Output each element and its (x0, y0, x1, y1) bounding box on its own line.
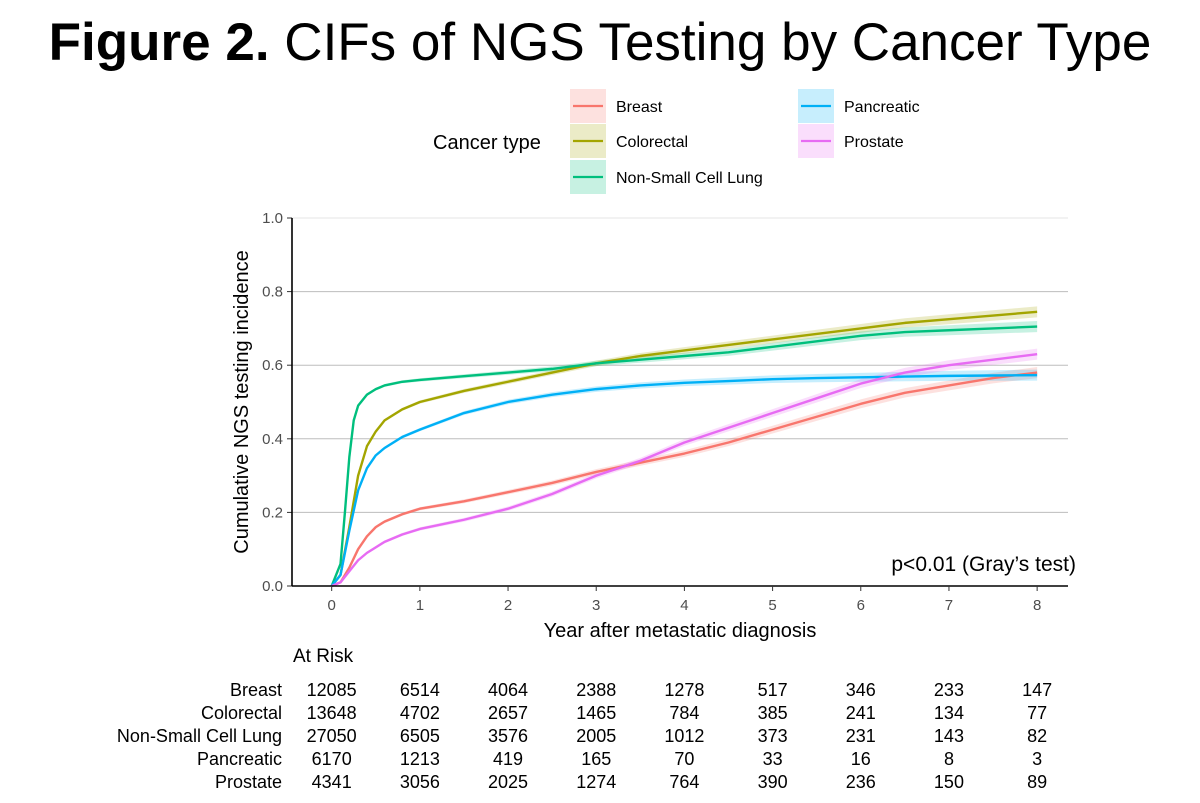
at-risk-cell: 4702 (400, 703, 440, 723)
at-risk-cell: 764 (669, 772, 699, 792)
at-risk-cell: 1278 (664, 680, 704, 700)
y-tick-label: 0.2 (262, 504, 283, 521)
at-risk-label-prostate: Prostate (215, 772, 282, 792)
at-risk-cell: 517 (758, 680, 788, 700)
at-risk-title: At Risk (293, 646, 354, 667)
legend-title: Cancer type (433, 132, 541, 154)
at-risk-cell: 77 (1027, 703, 1047, 723)
at-risk-cell: 784 (669, 703, 699, 723)
at-risk-cell: 3056 (400, 772, 440, 792)
x-tick-label: 7 (945, 597, 953, 614)
at-risk-cell: 27050 (307, 726, 357, 746)
line-prostate (331, 352, 1038, 588)
at-risk-cell: 231 (846, 726, 876, 746)
at-risk-label-pancreatic: Pancreatic (197, 749, 282, 769)
x-tick-label: 1 (416, 597, 424, 614)
at-risk-cell: 70 (674, 749, 694, 769)
line-pancreatic (330, 373, 1038, 587)
legend-label-breast: Breast (616, 99, 663, 116)
at-risk-cell: 1465 (576, 703, 616, 723)
x-axis-title: Year after metastatic diagnosis (544, 620, 817, 642)
x-tick-label: 4 (680, 597, 688, 614)
at-risk-cell: 2388 (576, 680, 616, 700)
at-risk-cell: 2005 (576, 726, 616, 746)
y-tick-label: 0.6 (262, 357, 283, 374)
gridlines (292, 217, 1068, 513)
at-risk-cell: 3576 (488, 726, 528, 746)
at-risk-cell: 134 (934, 703, 964, 723)
at-risk-cell: 33 (763, 749, 783, 769)
x-tick-label: 5 (768, 597, 776, 614)
at-risk-label-colorectal: Colorectal (201, 703, 282, 723)
at-risk-cell: 165 (581, 749, 611, 769)
at-risk-cell: 241 (846, 703, 876, 723)
legend-label-colorectal: Colorectal (616, 134, 688, 151)
at-risk-cell: 233 (934, 680, 964, 700)
at-risk-label-non-small-cell-lung: Non-Small Cell Lung (117, 726, 282, 746)
legend: Cancer type Breast Colorectal Non-Small Ce… (433, 89, 920, 194)
legend-label-prostate: Prostate (844, 134, 904, 151)
at-risk-cell: 1274 (576, 772, 616, 792)
at-risk-cell: 150 (934, 772, 964, 792)
at-risk-cell: 13648 (307, 703, 357, 723)
at-risk-cell: 16 (851, 749, 871, 769)
line-non-small-cell-lung (330, 325, 1038, 587)
confidence-bands (331, 306, 1038, 586)
at-risk-cell: 346 (846, 680, 876, 700)
x-tick-label: 0 (328, 597, 336, 614)
legend-label-non-small-cell-lung: Non-Small Cell Lung (616, 170, 763, 187)
figure-title-text: CIFs of NGS Testing by Cancer Type (284, 13, 1152, 72)
x-tick-label: 8 (1033, 597, 1041, 614)
pvalue-annotation: p<0.01 (Gray’s test) (891, 553, 1076, 576)
at-risk-cell: 82 (1027, 726, 1047, 746)
at-risk-cell: 236 (846, 772, 876, 792)
at-risk-label-breast: Breast (230, 680, 282, 700)
at-risk-cell: 373 (758, 726, 788, 746)
at-risk-cell: 12085 (307, 680, 357, 700)
at-risk-cell: 4064 (488, 680, 528, 700)
at-risk-table: At Risk Breast 12085 6514 4064 2388 1278 517 34… (117, 646, 1052, 792)
at-risk-cell: 1012 (664, 726, 704, 746)
at-risk-cell: 147 (1022, 680, 1052, 700)
at-risk-cell: 390 (758, 772, 788, 792)
at-risk-cell: 6170 (312, 749, 352, 769)
at-risk-cell: 143 (934, 726, 964, 746)
at-risk-cell: 1213 (400, 749, 440, 769)
figure-label: Figure 2. (48, 13, 270, 72)
at-risk-cell: 385 (758, 703, 788, 723)
at-risk-cell: 3 (1032, 749, 1042, 769)
x-tick-label: 2 (504, 597, 512, 614)
x-tick-label: 6 (857, 597, 865, 614)
y-tick-label: 0.8 (262, 284, 283, 301)
y-tick-label: 0.0 (262, 578, 283, 595)
at-risk-cell: 89 (1027, 772, 1047, 792)
at-risk-cell: 8 (944, 749, 954, 769)
line-breast (331, 371, 1038, 588)
at-risk-cell: 4341 (312, 772, 352, 792)
axes: 0.0 0.2 0.4 0.6 0.8 1.0 0 1 2 3 4 5 6 7 8 (262, 210, 1068, 614)
y-axis-title: Cumulative NGS testing incidence (231, 250, 253, 553)
at-risk-cell: 2025 (488, 772, 528, 792)
y-tick-label: 1.0 (262, 210, 283, 227)
legend-label-pancreatic: Pancreatic (844, 99, 920, 116)
y-tick-label: 0.4 (262, 431, 283, 448)
figure-title: Figure 2. CIFs of NGS Testing by Cancer … (0, 8, 1200, 78)
line-colorectal (330, 310, 1038, 587)
band-colorectal (331, 306, 1038, 586)
at-risk-cell: 419 (493, 749, 523, 769)
at-risk-cell: 6505 (400, 726, 440, 746)
x-tick-label: 3 (592, 597, 600, 614)
at-risk-cell: 2657 (488, 703, 528, 723)
at-risk-cell: 6514 (400, 680, 440, 700)
series-lines (330, 310, 1038, 588)
